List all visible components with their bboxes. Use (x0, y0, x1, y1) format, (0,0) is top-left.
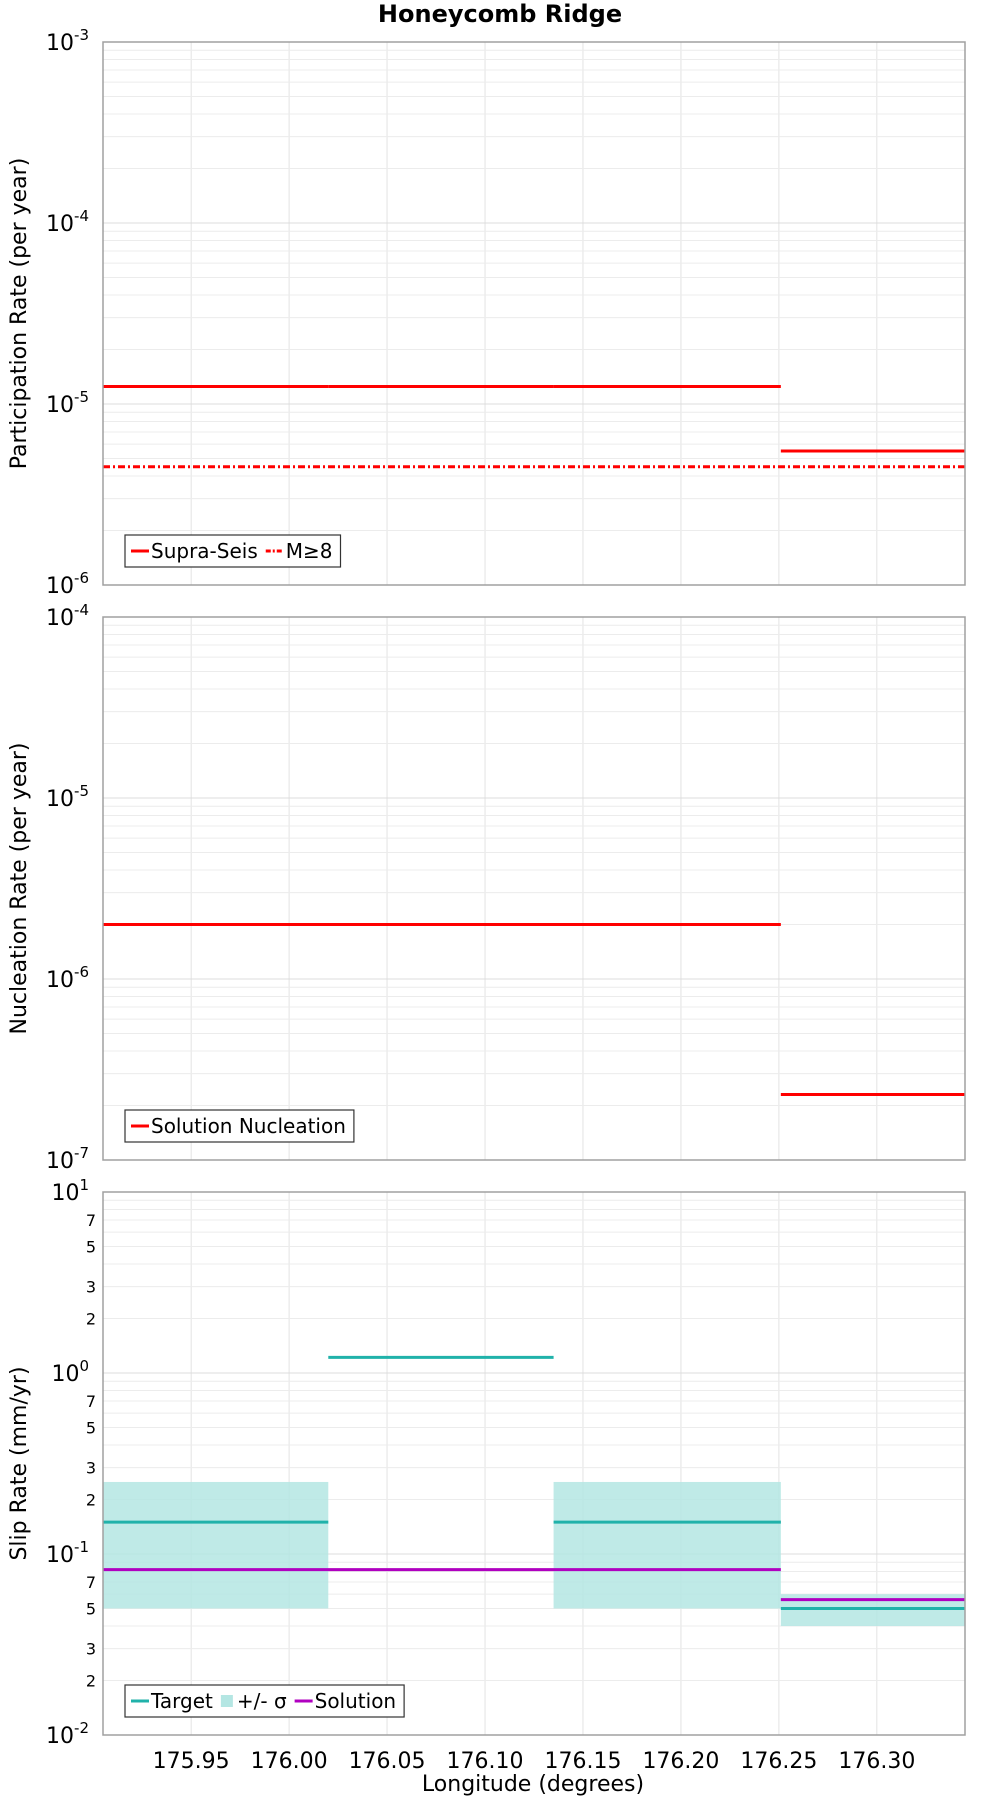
legend-item: Solution Nucleation (131, 1114, 346, 1138)
legend-item: Solution (294, 1689, 396, 1713)
sigma-band (553, 1481, 781, 1609)
y-minor-tick-label: 5 (86, 1418, 96, 1437)
plot-frame (102, 1191, 966, 1736)
y-tick-label: 10-4 (46, 601, 89, 631)
legend: Supra-Seis M≥8 (124, 534, 342, 568)
y-minor-tick-label: 3 (86, 1459, 96, 1478)
y-tick-label: 10-5 (46, 782, 89, 812)
panel-participation: 10-6 10-5 10-4 10-3 Participation Rate (per … (7, 26, 966, 599)
y-tick-label: 10-3 (46, 26, 89, 56)
legend-label: Solution (315, 1689, 396, 1713)
legend-label: Target (150, 1689, 213, 1713)
y-tick-label: 10-7 (46, 1144, 89, 1174)
plot-frame (102, 616, 966, 1161)
y-tick-label: 10-1 (46, 1538, 89, 1568)
plot-area (103, 1192, 965, 1735)
panel-nucleation: 10-7 10-6 10-5 10-4 Nucleation Rate (per yea… (7, 601, 966, 1174)
y-axis-label: Participation Rate (per year) (7, 158, 32, 470)
legend-frame (124, 1684, 405, 1718)
x-axis-label: Longitude (degrees) (422, 1772, 644, 1797)
legend-frame (124, 534, 342, 568)
legend-frame (124, 1109, 355, 1143)
plot-area (103, 42, 965, 585)
x-tick-label: 176.00 (251, 1749, 328, 1774)
y-minor-tick-label: 2 (86, 1310, 96, 1329)
y-minor-tick-label: 5 (86, 1237, 96, 1256)
y-axis-label: Nucleation Rate (per year) (7, 743, 32, 1035)
plot-frame (102, 41, 966, 586)
x-tick-label: 176.30 (838, 1749, 915, 1774)
x-tick-label: 176.15 (544, 1749, 621, 1774)
y-tick-label: 10-6 (46, 963, 89, 993)
chart-title: Honeycomb Ridge (378, 0, 622, 28)
y-tick-label: 10-4 (46, 207, 89, 237)
sigma-band (103, 1481, 329, 1609)
legend-label: Supra-Seis (151, 539, 258, 563)
panel-slip: 10-2 10-1 100 101 2 3 5 7 2 3 5 7 2 3 5 7 Slip Rate (mm/… (7, 1176, 966, 1774)
y-tick-label: 101 (51, 1176, 89, 1206)
y-tick-label: 10-2 (46, 1719, 89, 1749)
legend-item: +/- σ (220, 1689, 287, 1713)
legend-label: +/- σ (237, 1689, 287, 1713)
x-tick-label: 175.95 (153, 1749, 230, 1774)
y-tick-label: 10-6 (46, 569, 89, 599)
y-minor-tick-label: 5 (86, 1599, 96, 1618)
x-tick-label: 176.10 (447, 1749, 524, 1774)
y-minor-tick-label: 7 (86, 1211, 96, 1230)
y-axis-label: Slip Rate (mm/yr) (7, 1366, 32, 1560)
legend-background (125, 1685, 405, 1717)
legend-background (125, 535, 341, 567)
plot-area (103, 617, 965, 1160)
legend-swatch (220, 1695, 233, 1707)
legend-label: M≥8 (286, 539, 333, 563)
legend-item: Supra-Seis (131, 539, 258, 563)
x-tick-label: 176.05 (349, 1749, 426, 1774)
y-minor-tick-label: 2 (86, 1672, 96, 1691)
chart-panels: 10-6 10-5 10-4 10-3 Participation Rate (per … (7, 26, 966, 1774)
x-tick-label: 176.25 (740, 1749, 817, 1774)
y-minor-tick-label: 3 (86, 1278, 96, 1297)
y-tick-label: 10-5 (46, 388, 89, 418)
legend-background (125, 1110, 354, 1142)
legend-label: Solution Nucleation (151, 1114, 346, 1138)
y-minor-tick-label: 7 (86, 1573, 96, 1592)
legend: Target +/- σ Solution (124, 1684, 405, 1718)
legend-item: M≥8 (265, 539, 333, 563)
y-minor-tick-label: 7 (86, 1392, 96, 1411)
y-minor-tick-label: 3 (86, 1640, 96, 1659)
x-tick-label: 176.20 (642, 1749, 719, 1774)
legend: Solution Nucleation (124, 1109, 355, 1143)
y-tick-label: 100 (51, 1357, 89, 1387)
legend-item: Target (131, 1689, 213, 1713)
y-minor-tick-label: 2 (86, 1491, 96, 1510)
